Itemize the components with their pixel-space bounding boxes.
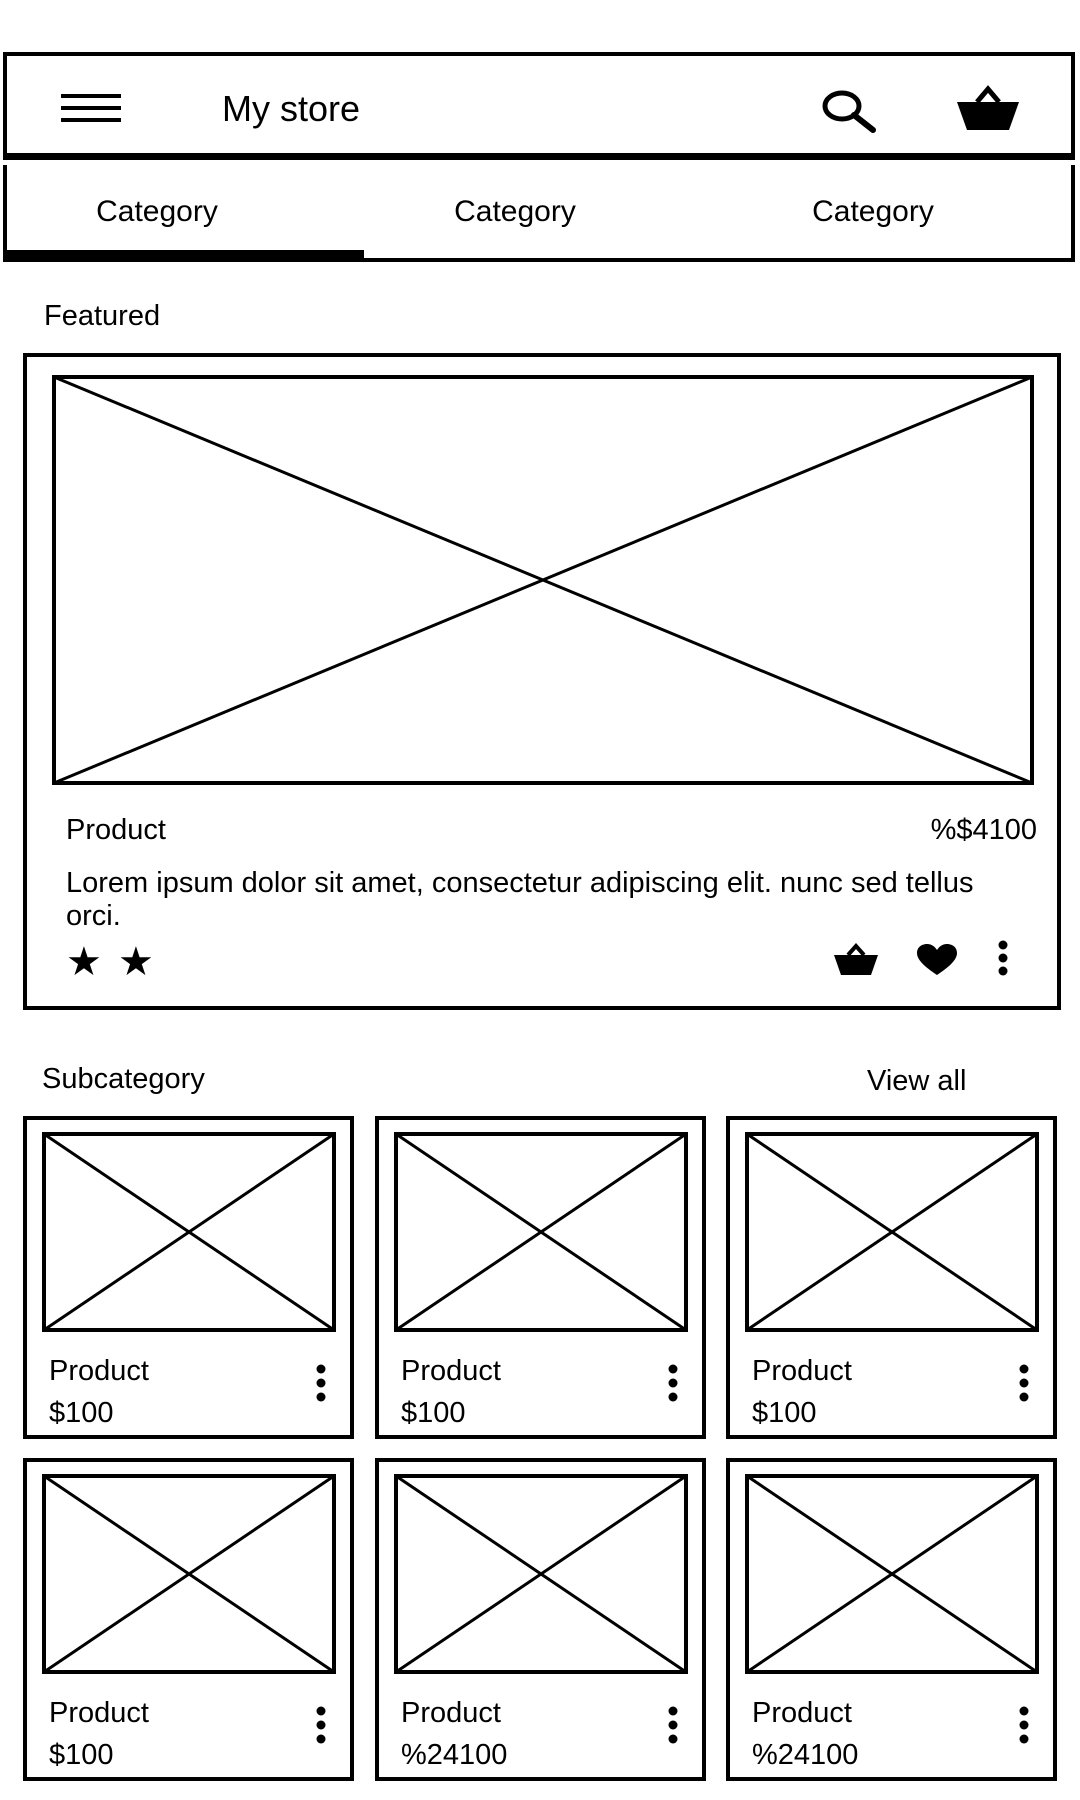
search-icon[interactable] — [821, 88, 881, 138]
tab-category-1[interactable]: Category — [96, 195, 218, 228]
product-name: Product — [49, 1355, 149, 1387]
product-price: $100 — [49, 1739, 114, 1771]
subcategory-section-title: Subcategory — [42, 1063, 205, 1095]
more-vert-icon[interactable] — [314, 1705, 328, 1745]
featured-product-image-placeholder — [52, 375, 1034, 785]
category-tab-bar: Category Category Category — [3, 165, 1075, 262]
product-card[interactable]: Product $100 — [726, 1116, 1057, 1439]
rating-star-icon: ★ — [66, 940, 102, 984]
app-header: My store — [3, 52, 1075, 160]
rating-star-icon: ★ — [118, 940, 154, 984]
product-name: Product — [49, 1697, 149, 1729]
product-name: Product — [752, 1355, 852, 1387]
more-vert-icon[interactable] — [1017, 1363, 1031, 1403]
product-price: $100 — [752, 1397, 817, 1429]
tab-category-3[interactable]: Category — [812, 195, 934, 228]
view-all-link[interactable]: View all — [867, 1065, 967, 1097]
more-vert-icon[interactable] — [314, 1363, 328, 1403]
basket-icon[interactable] — [955, 84, 1021, 134]
product-image-placeholder — [394, 1132, 688, 1332]
product-price: $100 — [401, 1397, 466, 1429]
featured-section-title: Featured — [44, 300, 161, 332]
product-image-placeholder — [745, 1132, 1039, 1332]
product-image-placeholder — [42, 1474, 336, 1674]
product-name: Product — [401, 1697, 501, 1729]
selected-tab-indicator — [7, 250, 364, 258]
product-card[interactable]: Product $100 — [23, 1116, 354, 1439]
hamburger-menu-icon[interactable] — [61, 94, 125, 124]
heart-icon[interactable] — [915, 943, 959, 982]
more-vert-icon[interactable] — [666, 1363, 680, 1403]
product-card[interactable]: Product %24100 — [726, 1458, 1057, 1781]
featured-product-price: %$4100 — [930, 814, 1037, 846]
more-vert-icon[interactable] — [666, 1705, 680, 1745]
more-vert-icon[interactable] — [996, 940, 1010, 981]
product-price: $100 — [49, 1397, 114, 1429]
product-name: Product — [401, 1355, 501, 1387]
tab-category-2[interactable]: Category — [454, 195, 576, 228]
product-price: %24100 — [752, 1739, 859, 1771]
featured-product-name: Product — [66, 814, 166, 846]
product-name: Product — [752, 1697, 852, 1729]
more-vert-icon[interactable] — [1017, 1705, 1031, 1745]
add-to-basket-icon[interactable] — [832, 942, 880, 982]
featured-product-card[interactable]: Product %$4100 Lorem ipsum dolor sit ame… — [23, 353, 1061, 1010]
product-price: %24100 — [401, 1739, 508, 1771]
product-card[interactable]: Product $100 — [23, 1458, 354, 1781]
product-image-placeholder — [42, 1132, 336, 1332]
product-image-placeholder — [745, 1474, 1039, 1674]
product-card[interactable]: Product %24100 — [375, 1458, 706, 1781]
featured-product-description: Lorem ipsum dolor sit amet, consectetur … — [66, 867, 974, 932]
product-image-placeholder — [394, 1474, 688, 1674]
store-title: My store — [222, 88, 361, 129]
product-card[interactable]: Product $100 — [375, 1116, 706, 1439]
